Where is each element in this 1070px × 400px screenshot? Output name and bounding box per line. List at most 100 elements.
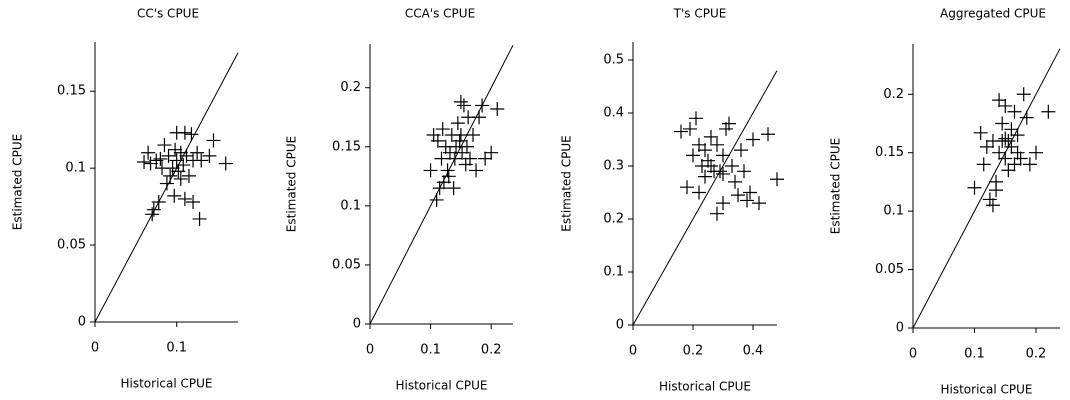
panel-title: T's CPUE (673, 7, 727, 21)
y-axis-label: Estimated CPUE (11, 134, 25, 230)
point (168, 142, 183, 157)
y-tick-label: 0.2 (603, 212, 624, 227)
point (163, 168, 178, 183)
y-tick-label: 0.15 (875, 145, 904, 160)
point (440, 163, 455, 178)
point (740, 193, 754, 208)
point (995, 116, 1010, 131)
point (743, 185, 757, 200)
point (992, 145, 1007, 160)
y-tick-label: 0.05 (332, 257, 361, 272)
point (186, 195, 201, 209)
point (967, 180, 982, 195)
point (137, 155, 152, 169)
x-axis-label: Historical CPUE (659, 380, 751, 394)
x-tick-label: 0 (366, 343, 374, 358)
point (725, 159, 739, 174)
point (218, 156, 233, 171)
x-tick-label: 0.1 (964, 347, 985, 362)
y-tick-label: 0.1 (340, 198, 361, 213)
point (202, 148, 217, 163)
point (979, 139, 994, 154)
x-axis-label: Historical CPUE (120, 377, 212, 391)
point (167, 188, 182, 203)
x-tick-label: 0 (91, 341, 99, 356)
point (716, 148, 730, 163)
y-tick-label: 0.1 (65, 161, 86, 176)
point (184, 127, 199, 142)
point (689, 111, 703, 126)
point (469, 163, 484, 178)
point (206, 133, 221, 148)
point (1013, 151, 1028, 166)
point (728, 174, 742, 189)
point (176, 158, 191, 173)
point (692, 185, 706, 200)
y-axis-label: Estimated CPUE (285, 136, 299, 232)
y-tick-label: 0.05 (875, 262, 904, 277)
identity-line (632, 70, 778, 326)
point (181, 168, 196, 183)
identity-line (369, 44, 514, 325)
y-tick-label: 0 (353, 317, 361, 332)
point (1016, 87, 1031, 102)
point (992, 93, 1007, 108)
point (1019, 110, 1034, 125)
y-tick-label: 0 (896, 321, 904, 336)
point (716, 166, 730, 181)
point (190, 145, 205, 160)
point (1010, 128, 1025, 143)
point (472, 110, 487, 125)
y-tick-label: 0.15 (57, 84, 86, 99)
point (752, 196, 766, 211)
point (998, 98, 1013, 113)
x-tick-label: 0.4 (743, 344, 764, 359)
point (982, 192, 997, 207)
point (173, 171, 188, 186)
y-tick-label: 0.2 (340, 80, 361, 95)
point (141, 145, 156, 160)
point (441, 169, 456, 184)
x-tick-label: 0 (629, 344, 637, 359)
point (704, 159, 718, 174)
panel-title: CCA's CPUE (405, 7, 475, 21)
point (737, 164, 751, 179)
point (1022, 157, 1037, 172)
point (998, 151, 1013, 166)
point (458, 157, 473, 172)
x-axis-label: Historical CPUE (395, 379, 487, 393)
point (989, 183, 1004, 198)
point (985, 198, 1000, 213)
point (484, 145, 499, 160)
point (423, 163, 438, 178)
point (686, 148, 700, 163)
point (153, 151, 168, 166)
y-axis-label: Estimated CPUE (560, 135, 574, 231)
point (177, 125, 192, 140)
x-tick-label: 0.1 (166, 341, 187, 356)
y-tick-label: 0.3 (603, 159, 624, 174)
point (161, 148, 176, 163)
point (734, 143, 748, 158)
x-tick-label: 0.2 (1026, 347, 1047, 362)
x-tick-label: 0.2 (683, 344, 704, 359)
point (446, 181, 461, 196)
point (1010, 145, 1025, 160)
point (466, 127, 481, 142)
point (429, 192, 444, 207)
point (698, 169, 712, 184)
point (453, 127, 468, 142)
point (475, 98, 490, 113)
point (674, 124, 688, 139)
y-tick-label: 0.15 (332, 139, 361, 154)
point (716, 196, 730, 211)
y-axis-label: Estimated CPUE (829, 138, 843, 234)
y-tick-label: 0.1 (603, 265, 624, 280)
point (459, 139, 474, 154)
point (998, 131, 1013, 146)
point (456, 98, 471, 113)
point (1041, 104, 1056, 119)
y-tick-label: 0.05 (57, 238, 86, 253)
point (426, 127, 441, 142)
